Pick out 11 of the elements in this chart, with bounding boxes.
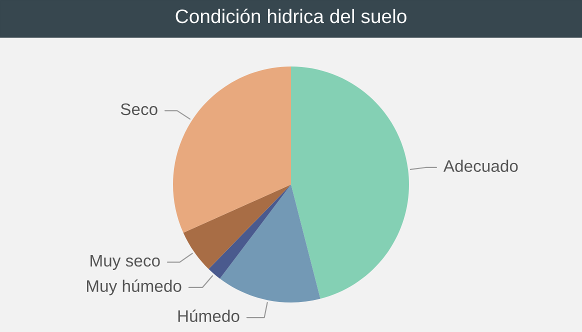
slice-label: Muy seco [90, 255, 160, 270]
pie-slice [173, 66, 291, 233]
slice-label: Muy húmedo [87, 280, 182, 296]
slice-label: Adecuado [443, 160, 518, 172]
pie-slice [183, 184, 291, 269]
pie-slice [220, 184, 320, 302]
slice-label: Húmedo [178, 310, 240, 322]
slice-label: Seco [120, 103, 158, 116]
pie-slice [291, 66, 409, 299]
chart-title: Condición hidrica del suelo [176, 8, 406, 24]
pie-slice [208, 184, 291, 279]
